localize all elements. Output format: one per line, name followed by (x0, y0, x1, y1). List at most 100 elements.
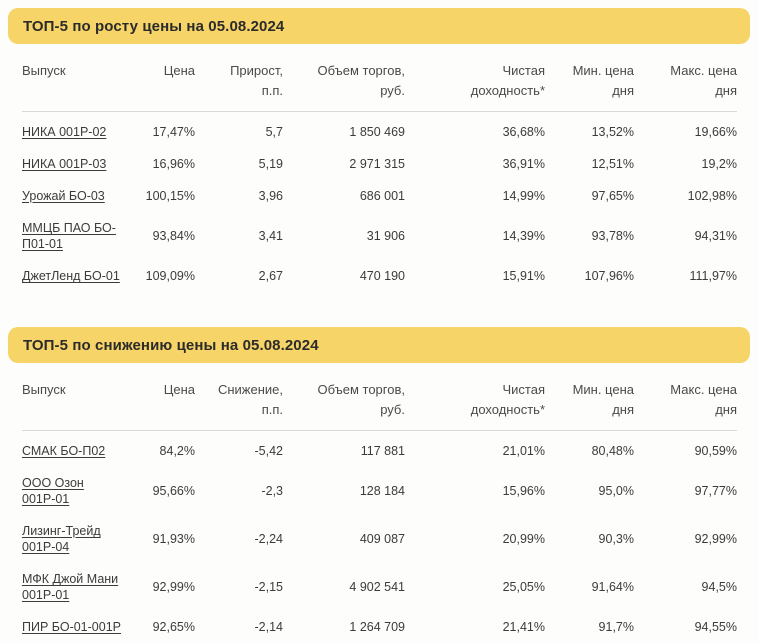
column-header-change: Снижение, п.п. (195, 363, 283, 431)
change-cell: -2,14 (254, 620, 284, 634)
max-price-cell: 92,99% (694, 532, 737, 546)
top5-growth-section: ТОП-5 по росту цены на 05.08.2024 Выпуск… (0, 8, 758, 292)
issue-link[interactable]: СМАК БО-П02 (22, 444, 106, 458)
volume-cell: 128 184 (359, 484, 405, 498)
table-row: Лизинг-Трейд 001Р-04 91,93% -2,24 409 08… (22, 515, 737, 563)
issue-link[interactable]: НИКА 001Р-03 (22, 157, 107, 171)
max-price-cell: 97,77% (694, 484, 737, 498)
column-header-max: Макс. цена дня (634, 363, 737, 431)
column-header-price: Цена (140, 363, 195, 431)
issue-link[interactable]: ПИР БО-01-001Р (22, 620, 121, 634)
column-header-change: Прирост, п.п. (195, 44, 283, 112)
table-row: Урожай БО-03 100,15% 3,96 686 001 14,99%… (22, 180, 737, 212)
max-price-cell: 111,97% (689, 269, 738, 283)
change-cell: -2,24 (254, 532, 284, 546)
decline-table: Выпуск Цена Снижение, п.п. Объем торгов,… (22, 363, 737, 643)
max-price-cell: 90,59% (694, 444, 737, 458)
min-price-cell: 95,0% (598, 484, 634, 498)
issue-cell: ПИР БО-01-001Р (22, 611, 140, 643)
table-row: НИКА 001Р-03 16,96% 5,19 2 971 315 36,91… (22, 148, 737, 180)
change-cell: -5,42 (254, 444, 284, 458)
price-cell: 100,15% (145, 189, 195, 203)
price-cell: 92,65% (152, 620, 195, 634)
price-cell: 91,93% (152, 532, 195, 546)
column-header-yield: Чистая доходность* (405, 44, 545, 112)
price-cell: 17,47% (152, 125, 195, 139)
issue-link[interactable]: ООО Озон 001Р-01 (22, 476, 84, 506)
table-row: ООО Озон 001Р-01 95,66% -2,3 128 184 15,… (22, 467, 737, 515)
price-cell: 92,99% (152, 580, 195, 594)
issue-link[interactable]: Лизинг-Трейд 001Р-04 (22, 524, 101, 554)
issue-link[interactable]: НИКА 001Р-02 (22, 125, 107, 139)
price-cell: 95,66% (152, 484, 195, 498)
max-price-cell: 19,66% (694, 125, 737, 139)
change-cell: 2,67 (258, 269, 283, 283)
price-cell: 84,2% (159, 444, 195, 458)
column-header-yield: Чистая доходность* (405, 363, 545, 431)
max-price-cell: 94,31% (694, 229, 737, 243)
yield-cell: 14,39% (502, 229, 545, 243)
table-row: ММЦБ ПАО БО-П01-01 93,84% 3,41 31 906 14… (22, 212, 737, 260)
column-header-price: Цена (140, 44, 195, 112)
yield-cell: 36,68% (502, 125, 545, 139)
top5-decline-section: ТОП-5 по снижению цены на 05.08.2024 Вып… (0, 327, 758, 643)
section-spacer (0, 292, 758, 319)
min-price-cell: 90,3% (598, 532, 634, 546)
min-price-cell: 91,64% (591, 580, 634, 594)
min-price-cell: 93,78% (591, 229, 634, 243)
issue-cell: ООО Озон 001Р-01 (22, 467, 140, 515)
yield-cell: 15,91% (502, 269, 545, 283)
price-cell: 93,84% (152, 229, 195, 243)
issue-cell: НИКА 001Р-02 (22, 112, 140, 149)
min-price-cell: 107,96% (584, 269, 634, 283)
min-price-cell: 91,7% (598, 620, 634, 634)
volume-cell: 1 850 469 (349, 125, 405, 139)
price-cell: 16,96% (152, 157, 195, 171)
change-cell: 5,7 (265, 125, 283, 139)
issue-cell: Урожай БО-03 (22, 180, 140, 212)
growth-table: Выпуск Цена Прирост, п.п. Объем торгов, … (22, 44, 737, 292)
section-title: ТОП-5 по росту цены на 05.08.2024 (23, 17, 285, 35)
table-header-row: Выпуск Цена Снижение, п.п. Объем торгов,… (22, 363, 737, 431)
issue-link[interactable]: Урожай БО-03 (22, 189, 105, 203)
column-header-issue: Выпуск (22, 44, 140, 112)
min-price-cell: 13,52% (591, 125, 634, 139)
section-header-banner: ТОП-5 по снижению цены на 05.08.2024 (8, 327, 750, 363)
issue-cell: СМАК БО-П02 (22, 431, 140, 468)
column-header-min: Мин. цена дня (545, 363, 634, 431)
max-price-cell: 19,2% (701, 157, 737, 171)
min-price-cell: 12,51% (591, 157, 634, 171)
table-row: ПИР БО-01-001Р 92,65% -2,14 1 264 709 21… (22, 611, 737, 643)
volume-cell: 1 264 709 (349, 620, 405, 634)
issue-cell: НИКА 001Р-03 (22, 148, 140, 180)
table-header-row: Выпуск Цена Прирост, п.п. Объем торгов, … (22, 44, 737, 112)
issue-cell: МФК Джой Мани 001Р-01 (22, 563, 140, 611)
issue-link[interactable]: ДжетЛенд БО-01 (22, 269, 120, 283)
price-cell: 109,09% (145, 269, 195, 283)
issue-link[interactable]: МФК Джой Мани 001Р-01 (22, 572, 119, 602)
volume-cell: 470 190 (359, 269, 405, 283)
column-header-volume: Объем торгов, руб. (283, 363, 405, 431)
table-row: СМАК БО-П02 84,2% -5,42 117 881 21,01% 8… (22, 431, 737, 468)
change-cell: 3,96 (258, 189, 283, 203)
issue-link[interactable]: ММЦБ ПАО БО-П01-01 (22, 221, 116, 251)
yield-cell: 14,99% (502, 189, 545, 203)
yield-cell: 20,99% (502, 532, 545, 546)
column-header-max: Макс. цена дня (634, 44, 737, 112)
yield-cell: 36,91% (502, 157, 545, 171)
volume-cell: 31 906 (366, 229, 405, 243)
max-price-cell: 102,98% (687, 189, 737, 203)
volume-cell: 4 902 541 (349, 580, 405, 594)
issue-cell: ДжетЛенд БО-01 (22, 260, 140, 292)
table-row: ДжетЛенд БО-01 109,09% 2,67 470 190 15,9… (22, 260, 737, 292)
min-price-cell: 97,65% (591, 189, 634, 203)
change-cell: 5,19 (258, 157, 283, 171)
table-row: МФК Джой Мани 001Р-01 92,99% -2,15 4 902… (22, 563, 737, 611)
yield-cell: 21,41% (502, 620, 545, 634)
issue-cell: Лизинг-Трейд 001Р-04 (22, 515, 140, 563)
yield-cell: 25,05% (502, 580, 545, 594)
volume-cell: 2 971 315 (349, 157, 405, 171)
change-cell: -2,15 (254, 580, 284, 594)
volume-cell: 409 087 (359, 532, 405, 546)
column-header-issue: Выпуск (22, 363, 140, 431)
